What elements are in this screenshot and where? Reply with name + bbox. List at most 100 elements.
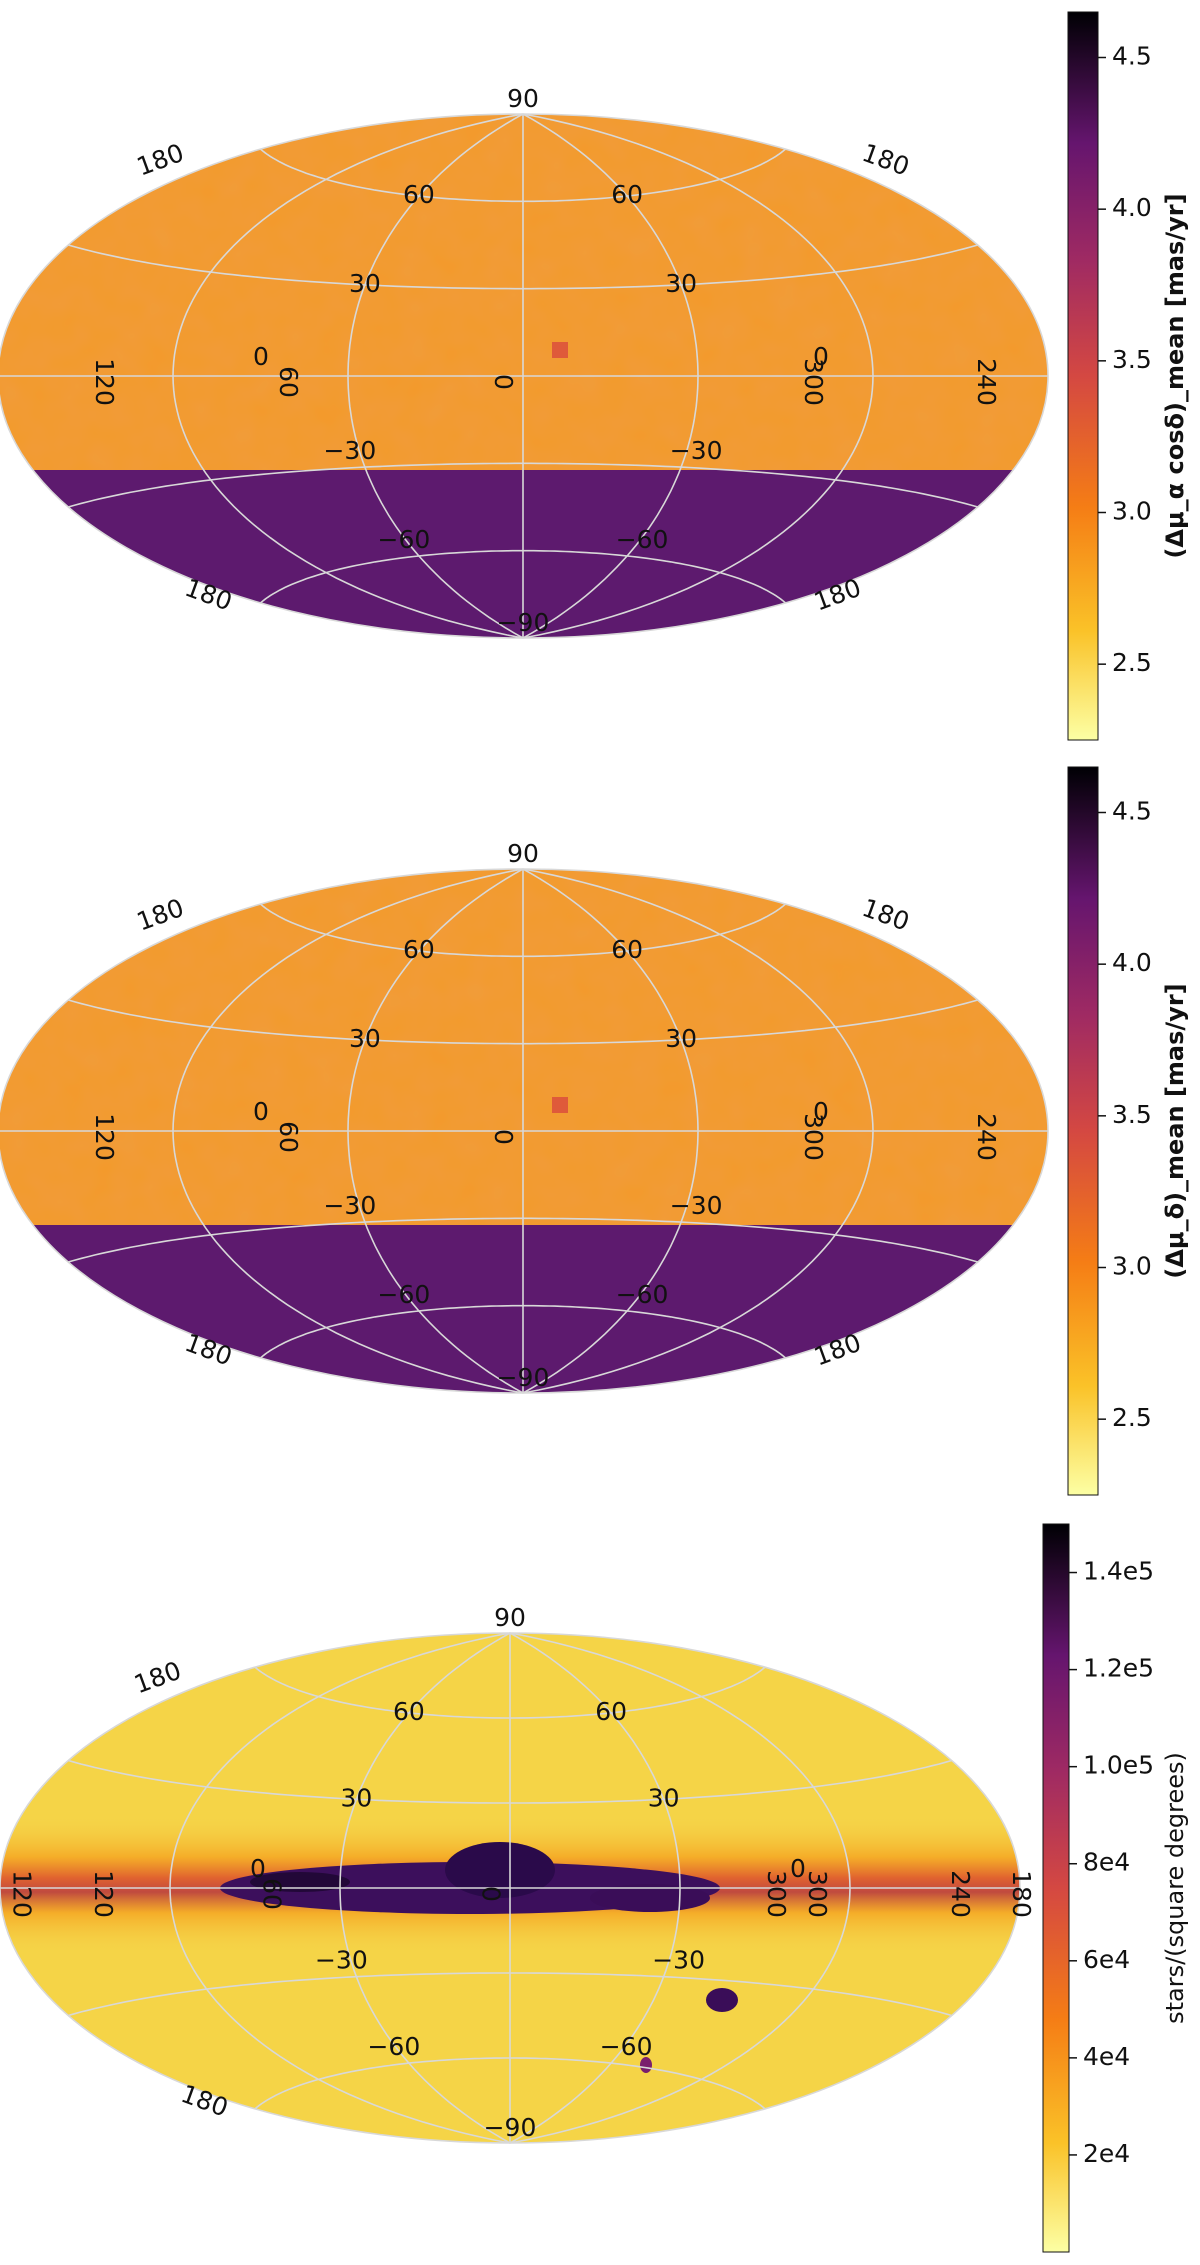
meridian-line [339, 1632, 511, 2144]
star-density-map: 90 −90 60 60 30 30 −30 −30 −60 −60 0 0 180 180 120 120 6… [0, 1523, 1189, 2253]
colorbar-tick-label: 4.0 [1112, 193, 1152, 222]
colorbar-tick-label: 1.0e5 [1083, 1751, 1154, 1780]
lat-label-equator-right: 0 [813, 342, 829, 371]
lon-label-equator: 60 [257, 1878, 286, 1910]
map-fill [0, 1633, 1020, 2143]
colorbar [1042, 1523, 1070, 2253]
lat-label-north30-right: 30 [665, 269, 697, 298]
colorbar-tick-label: 2e4 [1083, 2139, 1130, 2168]
lat-label-90: 90 [507, 839, 539, 868]
lat-label-south60-right: −60 [616, 525, 669, 554]
lmc-blob [706, 1988, 738, 2012]
lat-label-north60-left: 60 [403, 180, 435, 209]
graticule [0, 1632, 1021, 2144]
lat-label-north60-left: 60 [403, 935, 435, 964]
lon-label-equator: 120 [90, 358, 119, 406]
lat-label-equator-right: 0 [790, 1854, 806, 1883]
colorbar-tick-label: 3.5 [1112, 1100, 1152, 1129]
lon-label-equator: 300 [799, 358, 828, 406]
lat-label-north30-right: 30 [648, 1783, 680, 1812]
colorbar-tick-label: 2.5 [1112, 1403, 1152, 1432]
hot-spot [552, 1097, 568, 1113]
meridian-line [522, 113, 874, 639]
south-region [0, 470, 1048, 638]
lon-label-equator: 240 [972, 358, 1001, 406]
meridian-line [172, 113, 524, 639]
lon-label-equator: 0 [489, 1129, 518, 1145]
star-density-panel: 90 −90 60 60 30 30 −30 −30 −60 −60 0 0 180 180 120 120 6… [0, 1510, 1200, 2265]
sky-map-panel-pmdec: 90 −90 60 60 30 30 −30 −30 −60 −60 0 0 180 180 180 180 1… [0, 755, 1200, 1510]
map-fill [0, 114, 1048, 638]
lon-label-180-ne: 180 [858, 138, 913, 182]
lat-label-south60-right: −60 [600, 2032, 653, 2061]
meridian-line [509, 1632, 681, 2144]
colorbar [1067, 766, 1099, 1496]
colorbar-ticks: 2.5 3.0 3.5 4.0 4.5 [1098, 42, 1152, 677]
colorbar-ticks: 2e4 4e4 6e4 8e4 1.0e5 1.2e5 1.4e5 [1069, 1557, 1154, 2168]
meridian-line [522, 868, 699, 1394]
south-region [0, 1225, 1048, 1393]
lat-label-north30-left: 30 [349, 269, 381, 298]
colorbar-tick-label: 6e4 [1083, 1945, 1130, 1974]
smc-blob [640, 2057, 652, 2073]
lat-label-equator-left: 0 [253, 342, 269, 371]
lat-label-minus-90: −90 [484, 2113, 537, 2142]
lat-label-north60-right: 60 [611, 180, 643, 209]
graticule [0, 868, 1049, 1394]
colorbar-ticks: 2.5 3.0 3.5 4.0 4.5 [1098, 797, 1152, 1432]
lat-label-south30-left: −30 [323, 1191, 376, 1220]
colorbar-label: (Δμ_δ)_mean [mas/yr] [1161, 983, 1189, 1278]
lat-label-minus-90: −90 [497, 608, 550, 637]
lon-label-equator: 300 [762, 1870, 791, 1918]
colorbar-tick-label: 4e4 [1083, 2042, 1130, 2071]
lat-label-north60-right: 60 [595, 1697, 627, 1726]
colorbar-tick-label: 1.2e5 [1083, 1654, 1154, 1683]
lon-label-equator: 120 [90, 1113, 119, 1161]
lon-label-equator: 60 [274, 1121, 303, 1153]
meridian-line [347, 113, 524, 639]
lat-label-south30-right: −30 [652, 1946, 705, 1975]
meridian-line [522, 868, 874, 1394]
lon-label-equator: 300 [799, 1113, 828, 1161]
lon-label-equator: 300 [803, 1870, 832, 1918]
lon-label-equator: 240 [972, 1113, 1001, 1161]
lat-label-south30-left: −30 [315, 1946, 368, 1975]
lat-label-north30-right: 30 [665, 1024, 697, 1053]
lat-label-north30-left: 30 [349, 1024, 381, 1053]
colorbar-tick-label: 4.5 [1112, 797, 1152, 826]
colorbar-tick-label: 2.5 [1112, 648, 1152, 677]
lat-label-north30-left: 30 [340, 1783, 372, 1812]
bulge-center [445, 1842, 555, 1898]
lon-label-equator: 120 [7, 1870, 36, 1918]
lat-label-north60-right: 60 [611, 935, 643, 964]
lon-label-equator: 180 [1007, 1870, 1036, 1918]
colorbar [1067, 11, 1099, 741]
lat-label-south30-right: −30 [670, 1191, 723, 1220]
lon-label-equator: 0 [489, 374, 518, 390]
lat-label-south30-left: −30 [323, 436, 376, 465]
map-fill [0, 869, 1048, 1393]
lat-label-equator-left: 0 [250, 1854, 266, 1883]
lat-label-equator-right: 0 [813, 1097, 829, 1126]
lat-label-equator-left: 0 [253, 1097, 269, 1126]
lat-label-south60-left: −60 [378, 525, 431, 554]
lat-label-south30-right: −30 [670, 436, 723, 465]
lon-label-180-ne: 180 [858, 893, 913, 937]
colorbar-tick-label: 4.0 [1112, 948, 1152, 977]
lon-label-equator: 120 [89, 1870, 118, 1918]
hot-spot [552, 342, 568, 358]
colorbar-tick-label: 3.0 [1112, 1252, 1152, 1281]
meridian-line [347, 868, 524, 1394]
meridian-line [172, 868, 524, 1394]
lon-label-equator: 240 [946, 1870, 975, 1918]
graticule [0, 113, 1049, 639]
lon-label-equator: 60 [274, 366, 303, 398]
lat-label-south60-left: −60 [367, 2032, 420, 2061]
colorbar-label: (Δμ_α cosδ)_mean [mas/yr] [1161, 193, 1189, 558]
meridian-line [169, 1632, 511, 2144]
meridian-line [522, 113, 699, 639]
colorbar-tick-label: 8e4 [1083, 1848, 1130, 1877]
